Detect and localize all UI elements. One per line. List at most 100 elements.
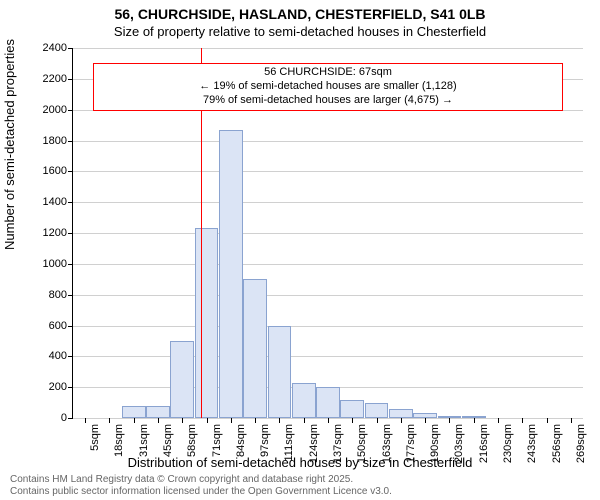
plot-area: 0200400600800100012001400160018002000220…	[72, 48, 583, 419]
xtick-mark	[182, 418, 183, 423]
ytick-label: 400	[49, 350, 67, 362]
histogram-bar	[243, 279, 267, 418]
gridline	[73, 141, 583, 142]
xtick-label: 5sqm	[89, 424, 101, 451]
xtick-mark	[85, 418, 86, 423]
chart-title-sub: Size of property relative to semi-detach…	[0, 24, 600, 39]
footer-line-1: Contains HM Land Registry data © Crown c…	[10, 474, 392, 486]
xtick-mark	[522, 418, 523, 423]
xtick-label: 243sqm	[526, 424, 538, 463]
ytick-label: 600	[49, 320, 67, 332]
xtick-label: 124sqm	[308, 424, 320, 463]
xtick-mark	[474, 418, 475, 423]
xtick-label: 137sqm	[332, 424, 344, 463]
xtick-label: 177sqm	[405, 424, 417, 463]
xtick-label: 203sqm	[453, 424, 465, 463]
ytick-mark	[68, 356, 73, 357]
ytick-mark	[68, 171, 73, 172]
ytick-mark	[68, 387, 73, 388]
xtick-mark	[571, 418, 572, 423]
ytick-mark	[68, 326, 73, 327]
attribution-footer: Contains HM Land Registry data © Crown c…	[10, 474, 392, 498]
xtick-mark	[134, 418, 135, 423]
xtick-mark	[255, 418, 256, 423]
histogram-bar	[389, 409, 413, 418]
ytick-mark	[68, 418, 73, 419]
histogram-bar	[268, 326, 292, 419]
ytick-label: 1600	[43, 165, 67, 177]
ytick-label: 1400	[43, 196, 67, 208]
xtick-label: 31sqm	[138, 424, 150, 457]
ytick-mark	[68, 295, 73, 296]
histogram-bar	[170, 341, 194, 418]
xtick-label: 150sqm	[356, 424, 368, 463]
xtick-mark	[401, 418, 402, 423]
gridline	[73, 202, 583, 203]
xtick-label: 256sqm	[551, 424, 563, 463]
xtick-mark	[547, 418, 548, 423]
histogram-bar	[195, 228, 219, 418]
xtick-label: 269sqm	[575, 424, 587, 463]
ytick-mark	[68, 110, 73, 111]
xtick-mark	[304, 418, 305, 423]
xtick-label: 58sqm	[186, 424, 198, 457]
gridline	[73, 48, 583, 49]
xtick-label: 230sqm	[502, 424, 514, 463]
ytick-mark	[68, 141, 73, 142]
xtick-mark	[158, 418, 159, 423]
ytick-label: 1800	[43, 135, 67, 147]
xtick-mark	[207, 418, 208, 423]
ytick-mark	[68, 233, 73, 234]
annotation-line-3: 79% of semi-detached houses are larger (…	[98, 94, 558, 108]
xtick-mark	[449, 418, 450, 423]
xtick-label: 45sqm	[162, 424, 174, 457]
ytick-label: 1000	[43, 258, 67, 270]
footer-line-2: Contains public sector information licen…	[10, 486, 392, 498]
annotation-box: 56 CHURCHSIDE: 67sqm← 19% of semi-detach…	[93, 63, 563, 110]
ytick-label: 0	[61, 412, 67, 424]
ytick-label: 200	[49, 381, 67, 393]
histogram-bar	[219, 130, 243, 418]
ytick-label: 2400	[43, 42, 67, 54]
xtick-label: 163sqm	[381, 424, 393, 463]
xtick-mark	[377, 418, 378, 423]
gridline	[73, 264, 583, 265]
xtick-mark	[109, 418, 110, 423]
gridline	[73, 295, 583, 296]
ytick-mark	[68, 202, 73, 203]
histogram-bar	[146, 406, 170, 418]
chart-container: 56, CHURCHSIDE, HASLAND, CHESTERFIELD, S…	[0, 0, 600, 500]
chart-title-main: 56, CHURCHSIDE, HASLAND, CHESTERFIELD, S…	[0, 6, 600, 22]
gridline	[73, 356, 583, 357]
gridline	[73, 171, 583, 172]
xtick-mark	[328, 418, 329, 423]
xtick-mark	[231, 418, 232, 423]
y-axis-label: Number of semi-detached properties	[2, 39, 17, 250]
ytick-label: 1200	[43, 227, 67, 239]
xtick-label: 111sqm	[283, 424, 295, 462]
xtick-label: 84sqm	[235, 424, 247, 457]
annotation-line-1: 56 CHURCHSIDE: 67sqm	[98, 66, 558, 80]
xtick-mark	[352, 418, 353, 423]
xtick-mark	[425, 418, 426, 423]
xtick-label: 216sqm	[478, 424, 490, 463]
ytick-label: 2000	[43, 104, 67, 116]
xtick-mark	[498, 418, 499, 423]
gridline	[73, 233, 583, 234]
histogram-bar	[316, 387, 340, 418]
histogram-bar	[122, 406, 146, 418]
ytick-mark	[68, 79, 73, 80]
xtick-label: 71sqm	[211, 424, 223, 457]
ytick-mark	[68, 48, 73, 49]
xtick-label: 18sqm	[113, 424, 125, 457]
histogram-bar	[340, 400, 364, 419]
annotation-line-2: ← 19% of semi-detached houses are smalle…	[98, 80, 558, 94]
xtick-label: 190sqm	[429, 424, 441, 463]
xtick-label: 97sqm	[259, 424, 271, 457]
histogram-bar	[365, 403, 389, 418]
histogram-bar	[292, 383, 316, 418]
xtick-mark	[279, 418, 280, 423]
ytick-label: 2200	[43, 73, 67, 85]
ytick-label: 800	[49, 289, 67, 301]
gridline	[73, 326, 583, 327]
